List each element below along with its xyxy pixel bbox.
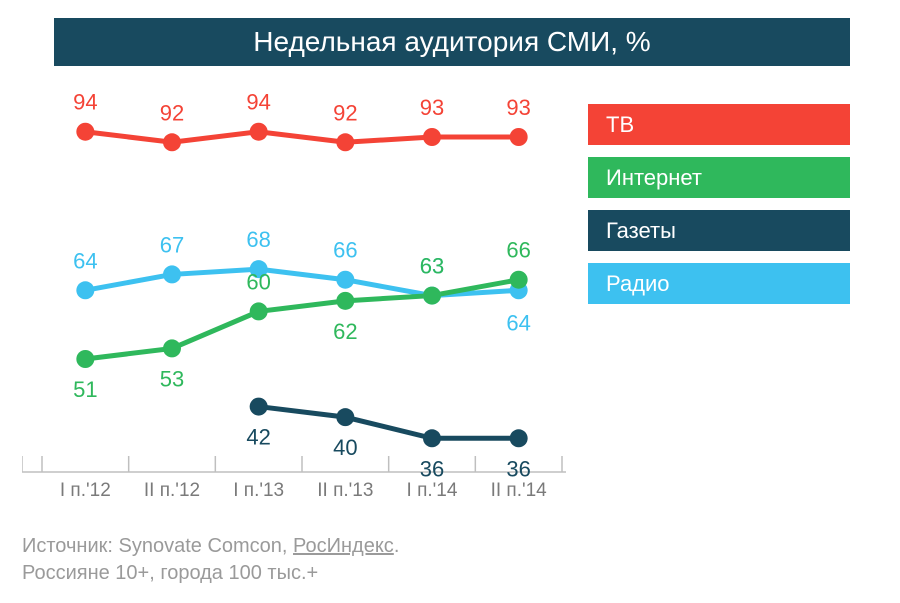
series-marker-tv [423, 128, 441, 146]
chart-title-text: Недельная аудитория СМИ, % [253, 26, 650, 58]
data-label-tv: 92 [160, 100, 184, 125]
series-marker-newspapers [423, 429, 441, 447]
data-label-tv: 94 [73, 90, 97, 115]
x-tick-label: II п.'14 [491, 480, 548, 501]
data-label-internet: 62 [333, 319, 357, 344]
data-label-tv: 92 [333, 100, 357, 125]
series-marker-newspapers [336, 408, 354, 426]
series-marker-tv [163, 133, 181, 151]
series-marker-radio [336, 271, 354, 289]
legend-item-internet: Интернет [588, 157, 850, 198]
data-label-newspapers: 36 [506, 456, 530, 481]
series-marker-newspapers [250, 398, 268, 416]
data-label-internet: 63 [420, 254, 444, 279]
chart-area: I п.'12 II п.'12 I п.'13 II п.'13 I п.'14 II … [22, 90, 582, 520]
data-label-radio: 67 [160, 232, 184, 257]
series-marker-tv [250, 123, 268, 141]
data-label-internet: 51 [73, 377, 97, 402]
x-tick-label: I п.'13 [233, 480, 284, 501]
series-marker-newspapers [510, 429, 528, 447]
legend: ТВ Интернет Газеты Радио [588, 104, 850, 316]
series-marker-internet [163, 339, 181, 357]
x-tick-label: II п.'12 [144, 480, 200, 501]
line-chart-svg: I п.'12 II п.'12 I п.'13 II п.'13 I п.'14 II … [22, 90, 582, 520]
data-label-newspapers: 40 [333, 435, 357, 460]
source-prefix: Источник: Synovate Comcon, [22, 535, 293, 557]
data-label-radio: 66 [333, 238, 357, 263]
x-tick-label: I п.'14 [407, 480, 458, 501]
source-line2: Россияне 10+, города 100 тыс.+ [22, 562, 318, 584]
data-label-radio: 64 [506, 310, 530, 335]
data-label-newspapers: 42 [246, 425, 270, 450]
data-label-internet: 60 [246, 269, 270, 294]
series-marker-internet [250, 302, 268, 320]
data-label-tv: 94 [246, 90, 270, 115]
series-marker-tv [510, 128, 528, 146]
data-label-internet: 66 [506, 238, 530, 263]
legend-item-newspapers: Газеты [588, 210, 850, 251]
series-marker-tv [336, 133, 354, 151]
chart-title-bar: Недельная аудитория СМИ, % [54, 18, 850, 66]
data-label-internet: 53 [160, 366, 184, 391]
series-marker-tv [76, 123, 94, 141]
legend-item-radio: Радио [588, 263, 850, 304]
source-suffix: . [394, 535, 400, 557]
series-line-newspapers [259, 407, 519, 439]
series-marker-internet [423, 287, 441, 305]
series-marker-internet [510, 271, 528, 289]
data-label-tv: 93 [506, 95, 530, 120]
series-marker-radio [76, 281, 94, 299]
source-link[interactable]: РосИндекс [293, 535, 394, 557]
series-line-tv [85, 132, 518, 143]
series-marker-internet [76, 350, 94, 368]
series-line-internet [85, 280, 518, 359]
x-tick-label: II п.'13 [317, 480, 373, 501]
data-label-tv: 93 [420, 95, 444, 120]
source-citation: Источник: Synovate Comcon, РосИндекс. Ро… [22, 533, 399, 587]
series-marker-radio [163, 265, 181, 283]
series-marker-internet [336, 292, 354, 310]
data-label-radio: 64 [73, 248, 97, 273]
legend-item-tv: ТВ [588, 104, 850, 145]
data-label-radio: 68 [246, 227, 270, 252]
data-label-newspapers: 36 [420, 456, 444, 481]
x-tick-label: I п.'12 [60, 480, 111, 501]
